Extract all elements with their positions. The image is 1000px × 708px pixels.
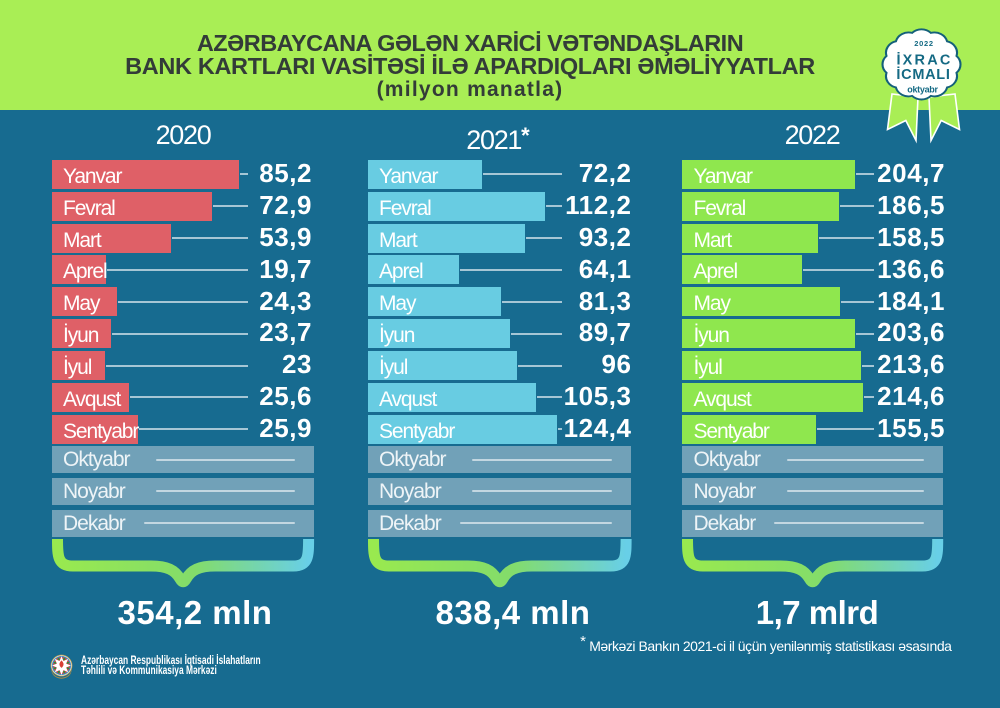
svg-text:2022: 2022 <box>914 39 934 48</box>
svg-text:oktyabr: oktyabr <box>907 84 938 94</box>
svg-text:İXRAC: İXRAC <box>896 51 952 68</box>
svg-text:İCMALI: İCMALI <box>896 66 950 83</box>
